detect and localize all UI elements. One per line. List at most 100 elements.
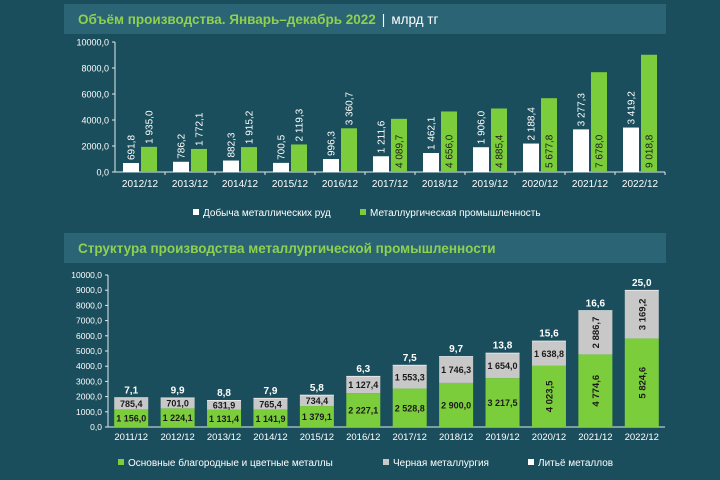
bar-ferrous xyxy=(392,364,427,389)
y-tick-label: 6000,0 xyxy=(76,331,102,341)
data-label-casting: 15,6 xyxy=(539,329,559,340)
bar-casting xyxy=(207,400,242,401)
bar-metallurgy xyxy=(591,72,607,172)
data-label-casting: 6,3 xyxy=(356,364,370,375)
y-tick-label: 6000,0 xyxy=(81,90,109,100)
data-label: 4 089,7 xyxy=(395,134,406,168)
data-label-casting: 9,7 xyxy=(449,344,463,355)
data-label-nonferrous: 4 023,5 xyxy=(544,380,555,412)
bar-casting xyxy=(531,340,566,342)
data-label-casting: 8,8 xyxy=(217,388,231,399)
bar-casting xyxy=(485,352,520,354)
bar-nonferrous xyxy=(624,338,659,427)
bar-ferrous xyxy=(531,340,566,366)
chart1-unit: млрд тг xyxy=(391,11,439,27)
bar-ferrous xyxy=(624,290,659,339)
x-tick-label: 2021/12 xyxy=(578,432,612,443)
x-tick-label: 2012/12 xyxy=(122,179,159,190)
x-tick-label: 2017/12 xyxy=(372,179,409,190)
data-label: 786,2 xyxy=(177,133,188,158)
bar-nonferrous xyxy=(485,378,520,427)
bar-ferrous xyxy=(160,397,195,409)
data-label: 700,5 xyxy=(277,134,288,159)
data-label: 2 119,3 xyxy=(295,108,306,141)
bar-ores xyxy=(123,163,139,172)
y-tick-label: 5000,0 xyxy=(76,346,102,356)
data-label-nonferrous: 1 131,4 xyxy=(209,414,239,424)
bar-casting xyxy=(346,375,381,377)
data-label-ferrous: 2 886,7 xyxy=(591,317,602,349)
data-label: 3 419,2 xyxy=(627,91,638,125)
bar-ores xyxy=(473,147,489,172)
x-tick-label: 2019/12 xyxy=(485,432,519,443)
bar-casting xyxy=(578,310,613,311)
bar-metallurgy xyxy=(141,146,157,172)
data-label-casting: 9,9 xyxy=(171,386,185,397)
x-tick-label: 2013/12 xyxy=(172,179,209,190)
data-label: 691,8 xyxy=(127,135,138,160)
bar-metallurgy xyxy=(191,148,207,172)
bar-casting xyxy=(114,397,149,398)
bar-ferrous xyxy=(346,376,381,394)
data-label-ferrous: 765,4 xyxy=(259,399,282,409)
bar-nonferrous xyxy=(207,409,242,427)
data-label: 3 277,3 xyxy=(577,93,588,127)
data-label-casting: 5,8 xyxy=(310,383,324,394)
bar-ferrous xyxy=(253,398,288,410)
data-label: 5 677,8 xyxy=(545,134,556,168)
y-tick-label: 10000,0 xyxy=(76,38,109,48)
data-label: 1 462,1 xyxy=(427,116,438,150)
bar-ores xyxy=(373,156,389,172)
x-tick-label: 2014/12 xyxy=(222,179,259,190)
bar-nonferrous xyxy=(253,409,288,427)
legend-label: Металлургическая промышленность xyxy=(370,208,541,219)
data-label: 996,3 xyxy=(327,131,338,156)
bar-ferrous xyxy=(485,352,520,379)
x-tick-label: 2018/12 xyxy=(422,179,459,190)
data-label-ferrous: 701,0 xyxy=(166,399,189,409)
bar-ferrous xyxy=(114,397,149,410)
x-tick-label: 2022/12 xyxy=(625,432,659,443)
y-tick-label: 1000,0 xyxy=(76,407,102,417)
bar-ores xyxy=(273,162,289,172)
data-label-ferrous: 1 638,8 xyxy=(534,349,564,359)
data-label-nonferrous: 1 379,1 xyxy=(302,412,332,422)
data-label-nonferrous: 2 528,8 xyxy=(395,403,425,413)
legend-swatch xyxy=(528,459,534,465)
data-label-ferrous: 1 746,3 xyxy=(441,365,471,375)
bar-nonferrous xyxy=(531,365,566,427)
bar-metallurgy xyxy=(291,144,307,172)
data-label-ferrous: 1 127,4 xyxy=(348,380,378,390)
data-label: 1 935,0 xyxy=(145,110,156,144)
data-label-ferrous: 631,9 xyxy=(213,401,236,411)
bar-ores xyxy=(523,143,539,172)
legend-label: Черная металлургия xyxy=(393,458,489,469)
x-tick-label: 2018/12 xyxy=(439,432,473,443)
data-label: 4 885,4 xyxy=(495,134,506,168)
bar-metallurgy xyxy=(391,118,407,172)
data-label: 1 915,2 xyxy=(245,110,256,144)
data-label-ferrous: 785,4 xyxy=(120,399,143,409)
bar-casting xyxy=(253,397,288,399)
data-label: 1 772,1 xyxy=(195,112,206,146)
data-label-ferrous: 1 654,0 xyxy=(488,361,518,371)
bar-nonferrous xyxy=(160,408,195,427)
bar-casting xyxy=(160,397,195,399)
chart2-title: Структура производства металлургической … xyxy=(78,240,496,256)
bar-metallurgy xyxy=(491,108,507,172)
y-tick-label: 3000,0 xyxy=(76,376,102,386)
x-tick-label: 2020/12 xyxy=(522,179,559,190)
x-tick-label: 2015/12 xyxy=(272,179,309,190)
x-tick-label: 2012/12 xyxy=(160,432,194,443)
x-tick-label: 2013/12 xyxy=(207,432,241,443)
data-label-casting: 13,8 xyxy=(493,341,513,352)
data-label: 882,3 xyxy=(227,132,238,157)
legend-swatch xyxy=(360,209,366,215)
bar-metallurgy xyxy=(541,98,557,172)
bar-ores xyxy=(573,129,589,172)
bar-ferrous xyxy=(439,356,474,383)
bar-ores xyxy=(173,161,189,172)
x-tick-label: 2020/12 xyxy=(532,432,566,443)
bar-casting xyxy=(439,356,474,357)
